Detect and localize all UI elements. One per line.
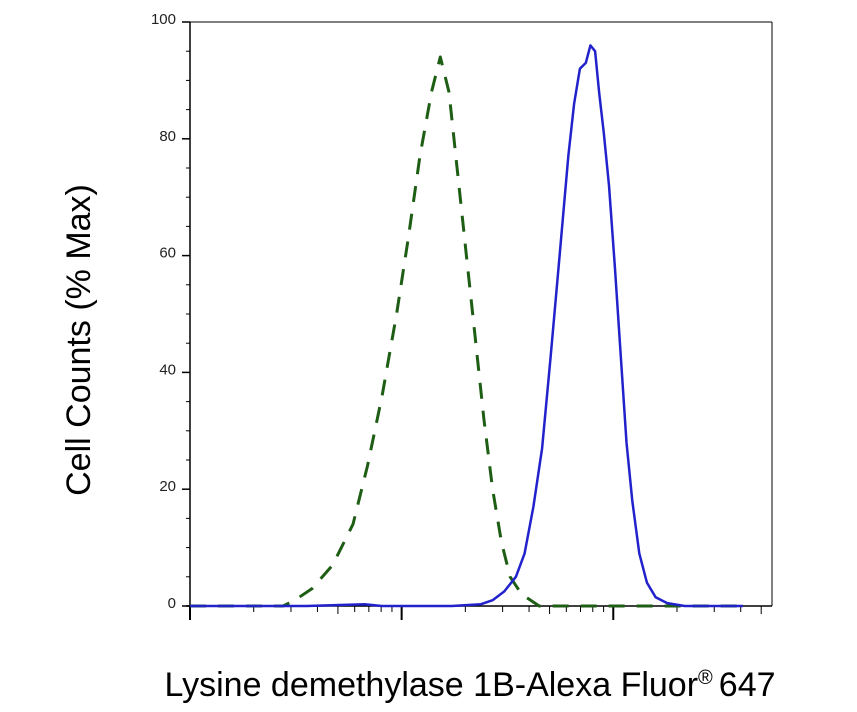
y-tick-label: 80 [159,128,176,145]
y-tick-label: 40 [159,361,176,378]
y-tick-label: 0 [168,595,176,612]
x-axis-title-suffix: 647 [719,666,776,704]
sample-histogram-line [190,44,743,608]
x-axis-title-superscript: ® [698,667,713,689]
plot-frame [190,21,773,606]
y-tick-label: 20 [159,478,176,495]
y-tick-label: 100 [151,11,176,28]
x-axis-title-main: Lysine demethylase 1B-Alexa Fluor [164,666,698,704]
x-axis-title: Lysine demethylase 1B-Alexa Fluor® 647 [164,666,775,704]
control-histogram-line [190,55,743,608]
y-tick-label: 60 [159,245,176,262]
y-axis: 0 20 40 60 80 100 [151,11,191,612]
x-axis [186,605,772,620]
y-axis-title: Cell Counts (% Max) [60,184,98,496]
series-layer [190,44,743,608]
